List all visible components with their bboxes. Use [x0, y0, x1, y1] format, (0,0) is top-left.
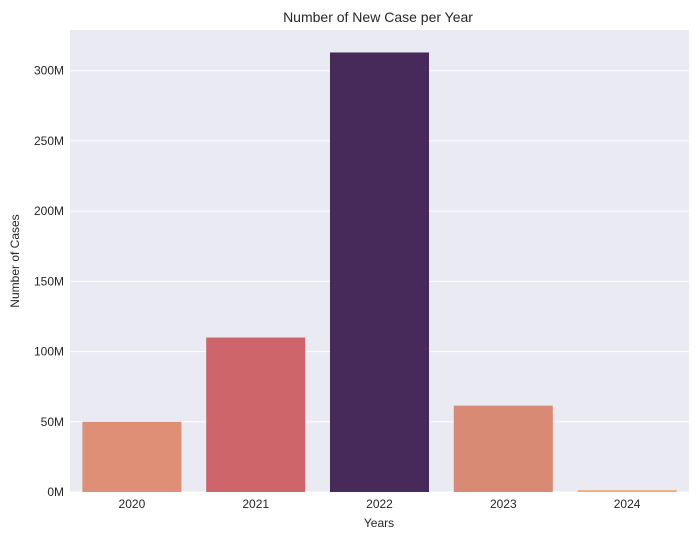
y-axis-label: Number of Cases: [8, 214, 22, 307]
y-tick-label: 0M: [47, 485, 64, 499]
bar-2024: [577, 490, 677, 492]
x-axis-label: Years: [364, 516, 394, 530]
y-tick-label: 300M: [34, 64, 64, 78]
x-tick-label: 2023: [490, 497, 517, 511]
x-tick-label: 2024: [614, 497, 641, 511]
bar-2021: [206, 337, 306, 492]
x-tick-label: 2022: [366, 497, 393, 511]
bars: [82, 52, 677, 493]
y-tick-label: 150M: [34, 274, 64, 288]
y-tick-label: 200M: [34, 204, 64, 218]
bar-2020: [82, 421, 182, 492]
bar-2022: [329, 52, 430, 493]
x-tick-label: 2020: [119, 497, 146, 511]
y-tick-label: 50M: [41, 415, 64, 429]
x-tick-label: 2021: [242, 497, 269, 511]
chart-title: Number of New Case per Year: [283, 9, 473, 25]
bar-2023: [453, 405, 553, 492]
y-tick-labels: 0M 50M 100M 150M 200M 250M 300M: [34, 64, 64, 499]
y-tick-label: 250M: [34, 134, 64, 148]
y-tick-label: 100M: [34, 345, 64, 359]
x-tick-labels: 2020 2021 2022 2023 2024: [119, 497, 641, 511]
